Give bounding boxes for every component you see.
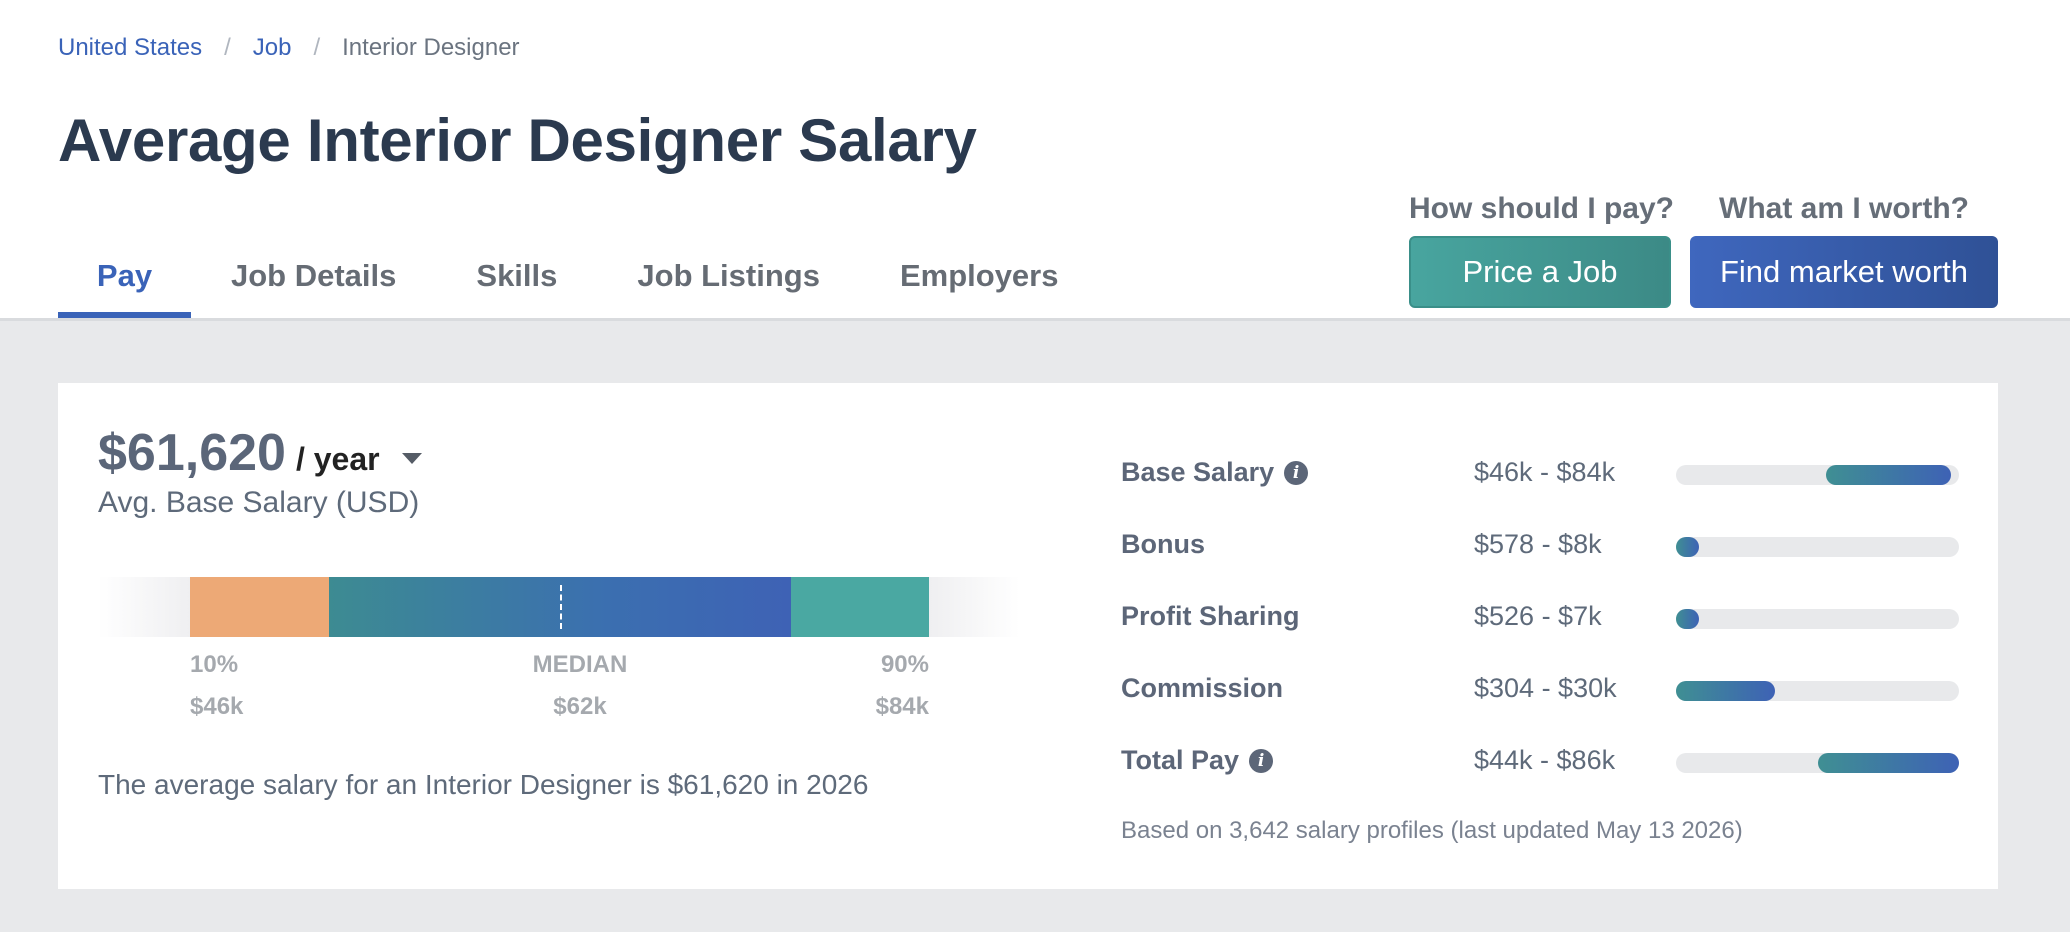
tab-job-details[interactable]: Job Details bbox=[231, 258, 397, 293]
percentile-10-label: 10% bbox=[190, 651, 239, 678]
tab-job-listings[interactable]: Job Listings bbox=[637, 258, 820, 293]
tab-pay[interactable]: Pay bbox=[58, 248, 191, 318]
breadcrumb-link-united-states[interactable]: United States bbox=[58, 34, 203, 61]
median-label: MEDIAN bbox=[532, 651, 628, 678]
breadcrumb-separator: / bbox=[224, 34, 231, 61]
salary-amount: $61,620 / year bbox=[98, 423, 422, 483]
median-value: $62k bbox=[553, 693, 607, 720]
percentile-median: MEDIAN $62k bbox=[510, 651, 650, 721]
market-worth-cta: What am I worth? Find market worth bbox=[1690, 192, 1998, 308]
caret-down-icon[interactable] bbox=[401, 453, 422, 464]
salary-range-bar bbox=[98, 577, 1020, 637]
page-title: Average Interior Designer Salary bbox=[58, 107, 977, 174]
salary-subtitle: Avg. Base Salary (USD) bbox=[98, 486, 420, 519]
worth-question: What am I worth? bbox=[1719, 192, 1969, 225]
tab-skills[interactable]: Skills bbox=[476, 258, 558, 293]
percentile-10: 10% $46k bbox=[190, 651, 243, 721]
range-fade-right bbox=[929, 577, 1020, 637]
breadcrumb: United States / Job / Interior Designer bbox=[58, 34, 520, 62]
percentile-90-value: $84k bbox=[875, 693, 929, 720]
info-icon[interactable]: i bbox=[1284, 460, 1309, 485]
average-salary-description: The average salary for an Interior Desig… bbox=[98, 769, 869, 800]
price-question: How should I pay? bbox=[1409, 192, 1675, 225]
percentile-90: 90% $84k bbox=[829, 651, 929, 721]
price-a-job-cta: How should I pay? Price a Job bbox=[1409, 192, 1675, 308]
range-segment-low bbox=[190, 577, 329, 637]
salary-card: $61,620 / year Avg. Base Salary (USD) 10… bbox=[58, 383, 1998, 889]
percentile-10-value: $46k bbox=[190, 693, 244, 720]
breadcrumb-current: Interior Designer bbox=[342, 34, 520, 61]
price-a-job-button[interactable]: Price a Job bbox=[1409, 236, 1671, 308]
average-salary-value: $61,620 bbox=[98, 424, 286, 482]
percentile-90-label: 90% bbox=[880, 651, 929, 678]
breadcrumb-separator: / bbox=[313, 34, 321, 61]
range-segment-high bbox=[791, 577, 929, 637]
pay-period-selector[interactable]: / year bbox=[295, 441, 380, 477]
tab-bar: Pay Job Details Skills Job Listings Empl… bbox=[58, 248, 1058, 318]
range-fade-left bbox=[98, 577, 190, 637]
info-icon[interactable]: i bbox=[1249, 748, 1274, 773]
find-market-worth-button[interactable]: Find market worth bbox=[1690, 236, 1998, 308]
tab-employers[interactable]: Employers bbox=[899, 258, 1059, 293]
median-marker bbox=[560, 585, 562, 629]
breadcrumb-link-job[interactable]: Job bbox=[252, 34, 292, 61]
